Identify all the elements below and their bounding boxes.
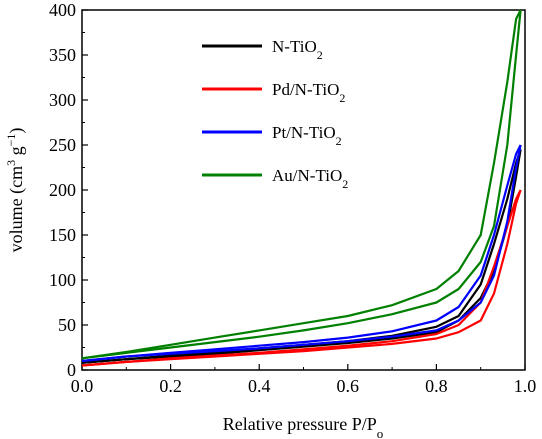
x-tick-label: 0.2 (159, 376, 182, 396)
x-tick-label: 0.4 (248, 376, 271, 396)
y-tick-label: 50 (58, 315, 76, 335)
series-2-desorption-line (81, 144, 522, 363)
y-tick-label: 0 (67, 360, 76, 380)
y-tick-label: 400 (49, 0, 76, 20)
x-tick-label: 0.6 (337, 376, 360, 396)
series-1-adsorption-line (81, 189, 522, 367)
y-tick-label: 200 (49, 180, 76, 200)
series-1-desorption-line (81, 189, 522, 367)
legend-label-0: N-TiO2 (272, 37, 323, 62)
x-axis-title: Relative pressure P/Po (223, 414, 383, 439)
series-3-adsorption-line (81, 9, 522, 360)
y-tick-label: 300 (49, 90, 76, 110)
x-axis-title-subscript: o (377, 426, 384, 439)
x-tick-label: 0.0 (71, 376, 94, 396)
y-tick-label: 150 (49, 225, 76, 245)
x-tick-label: 0.8 (425, 376, 448, 396)
series-layer (81, 9, 522, 367)
legend-label-3: Au/N-TiO2 (272, 166, 348, 191)
legend-label-2: Pt/N-TiO2 (272, 123, 342, 148)
legend: N-TiO2 Pd/N-TiO2 Pt/N-TiO2 Au/N-TiO2 (202, 37, 348, 191)
y-tick-label: 350 (49, 45, 76, 65)
series-2-adsorption-line (81, 144, 522, 363)
y-axis-title-sup-2: −1 (4, 134, 18, 147)
series-3-desorption-line (81, 9, 522, 360)
legend-label-1: Pd/N-TiO2 (272, 80, 345, 105)
y-tick-label: 250 (49, 135, 76, 155)
y-axis-title-sup-1: 3 (4, 160, 18, 166)
x-tick-label: 1.0 (514, 376, 537, 396)
y-axis-ticks: 0 50 100 150 200 250 300 350 400 (49, 0, 88, 380)
y-axis-title: volume (cm3 g−1) (4, 128, 27, 253)
x-axis-ticks: 0.0 0.2 0.4 0.6 0.8 1.0 (71, 364, 537, 396)
y-tick-label: 100 (49, 270, 76, 290)
